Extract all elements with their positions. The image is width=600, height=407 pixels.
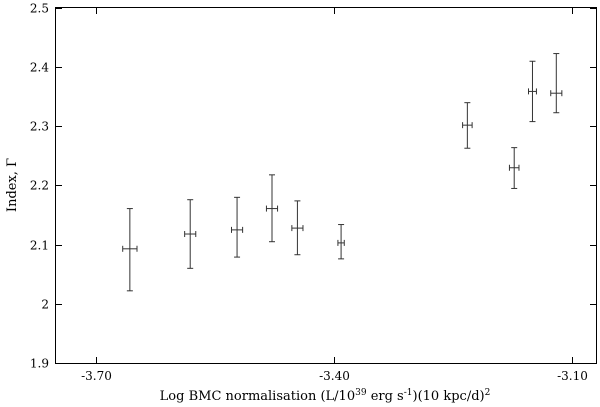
data-point	[550, 53, 563, 114]
data-point	[231, 196, 244, 258]
y-tick-label: 2.3	[30, 120, 49, 134]
data-point	[265, 174, 279, 243]
x-axis-title-mid: erg s	[367, 389, 404, 404]
data-points	[122, 53, 563, 292]
y-tick-label: 2.2	[30, 179, 49, 193]
axis-ticks	[56, 8, 596, 364]
data-point	[528, 60, 537, 123]
y-tick-label: 2.1	[30, 239, 49, 253]
data-point	[508, 147, 520, 189]
x-tick-label: -3.10	[557, 369, 588, 383]
x-axis-title-main: Log BMC normalisation (L/10	[160, 389, 355, 404]
x-axis-title-tail: )(10 kpc/d)	[413, 389, 485, 404]
data-point	[184, 199, 197, 269]
x-tick-label: -3.70	[81, 369, 112, 383]
plot-frame	[55, 7, 597, 364]
x-axis-title-sup3: 2	[485, 388, 491, 398]
y-tick-label: 2	[41, 298, 49, 312]
data-point	[291, 200, 304, 256]
data-point	[462, 102, 473, 149]
y-tick-label: 1.9	[30, 357, 49, 371]
data-point	[122, 208, 138, 292]
x-tick-label: -3.40	[319, 369, 350, 383]
axis-tick-labels: -3.70 -3.40 -3.10 1.9 2 2.1 2.2 2.3 2.4 2.5	[30, 2, 588, 384]
x-axis-title-sup2: -1	[404, 388, 413, 398]
x-axis-title: Log BMC normalisation (L/1039 erg s-1)(1…	[160, 388, 491, 404]
x-axis-title-sup1: 39	[355, 388, 367, 398]
y-axis-title: Index, Γ	[5, 158, 20, 212]
y-tick-label: 2.5	[30, 2, 49, 16]
y-tick-label: 2.4	[30, 61, 49, 75]
data-point	[337, 224, 345, 260]
